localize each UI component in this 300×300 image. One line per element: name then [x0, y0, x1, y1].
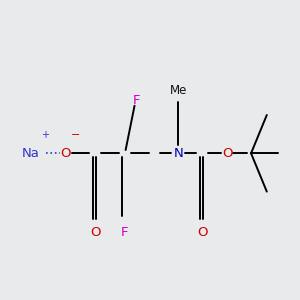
- Text: Me: Me: [169, 84, 187, 97]
- Text: O: O: [90, 226, 100, 239]
- Text: +: +: [41, 130, 50, 140]
- Text: Na: Na: [22, 147, 40, 160]
- Text: F: F: [121, 226, 128, 239]
- Text: N: N: [173, 147, 183, 160]
- Text: F: F: [133, 94, 140, 107]
- Text: O: O: [60, 147, 70, 160]
- Text: O: O: [222, 147, 232, 160]
- Text: O: O: [197, 226, 207, 239]
- Text: −: −: [71, 130, 80, 140]
